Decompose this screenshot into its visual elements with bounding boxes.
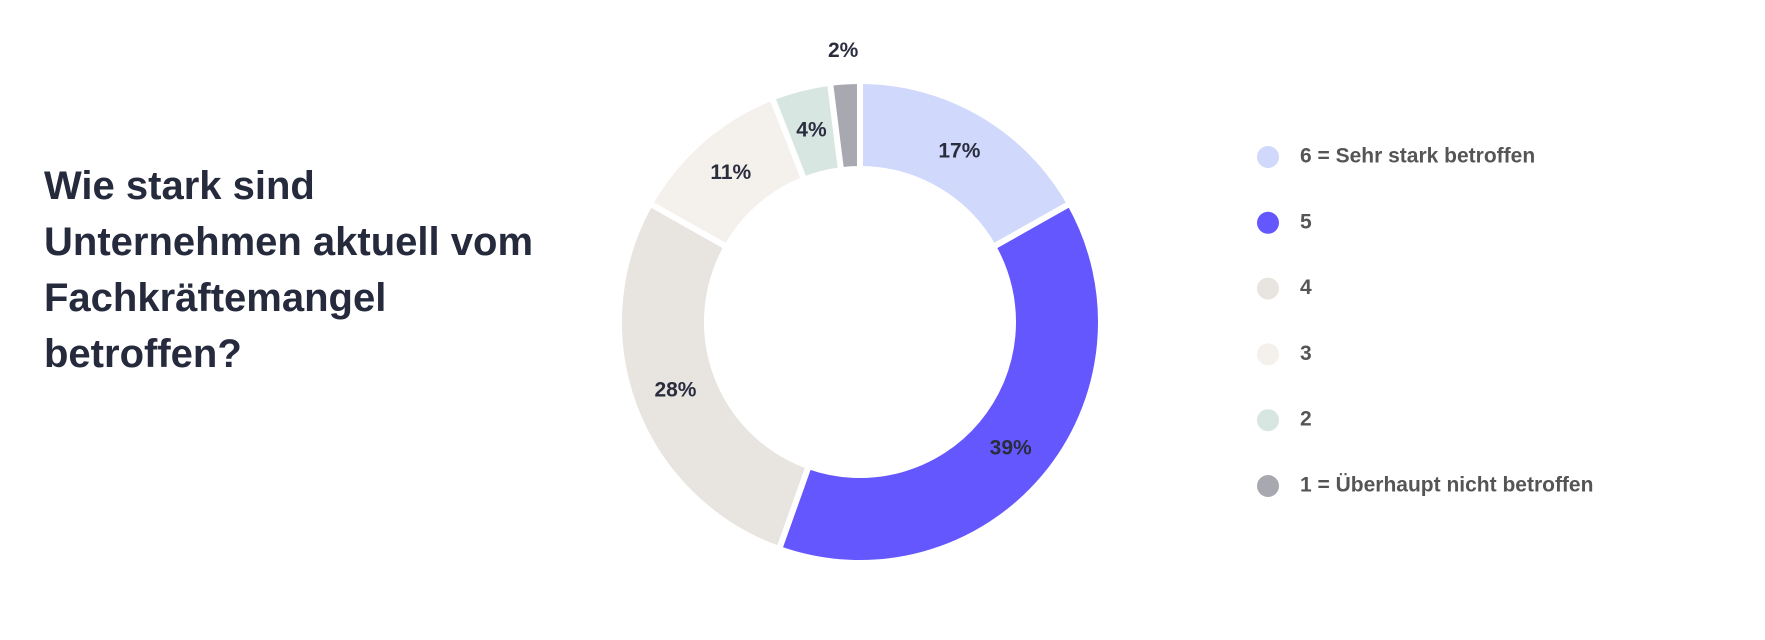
data-label: 4%: [796, 119, 827, 142]
donut-slice: [775, 199, 1104, 566]
legend-label: 5: [1300, 210, 1312, 233]
legend-marker: [1257, 146, 1279, 168]
donut-slice: [826, 77, 863, 174]
legend-label: 3: [1300, 342, 1312, 365]
data-label: 28%: [654, 379, 696, 402]
legend-label: 1 = Überhaupt nicht betroffen: [1300, 474, 1593, 497]
legend-marker: [1257, 211, 1279, 234]
legend-label: 4: [1300, 276, 1312, 299]
legend-marker: [1257, 409, 1279, 432]
legend-label: 6 = Sehr stark betroffen: [1300, 145, 1535, 168]
data-label: 17%: [938, 139, 980, 162]
chart-title: Wie stark sind Unternehmen aktuell vom F…: [44, 164, 534, 376]
data-label: 11%: [710, 161, 751, 184]
donut-slice: [616, 199, 813, 553]
legend-marker: [1257, 475, 1279, 497]
legend-marker: [1257, 343, 1279, 366]
data-label: 2%: [828, 39, 859, 62]
data-label: 39%: [990, 436, 1032, 459]
legend-marker: [1257, 277, 1279, 300]
legend-label: 2: [1300, 408, 1312, 431]
